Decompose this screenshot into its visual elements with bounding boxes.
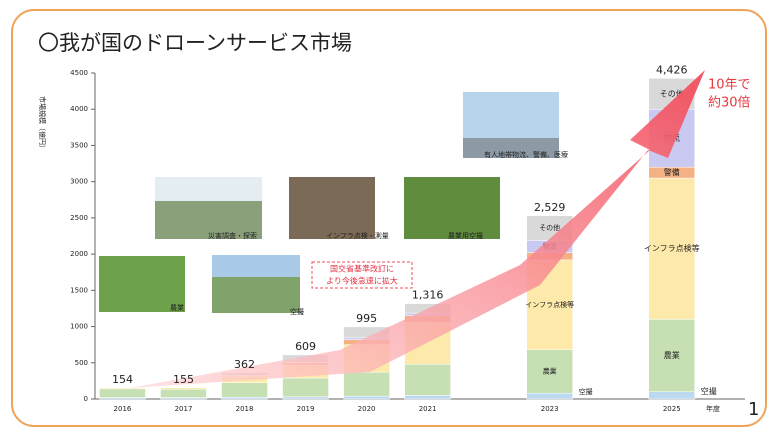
policy-note: より今後急速に拡大 [326,276,398,286]
bar-segment [282,396,329,400]
y-tick-label: 0 [84,395,88,403]
bar-segment [343,395,390,400]
chart-title: 〇我が国のドローンサービス市場 [38,31,352,55]
photo [155,177,262,201]
photo-caption: 災害調査・探索 [208,231,257,240]
total-label: 4,426 [656,63,688,76]
growth-note: 10年で [708,78,751,93]
x-tick-label: 2021 [419,405,437,413]
x-tick-label: 2017 [175,405,193,413]
bar-segment [526,392,573,400]
growth-arrow [130,70,705,388]
bar-segment [160,388,207,398]
y-tick-label: 3000 [70,178,88,186]
y-tick-label: 1500 [70,286,88,294]
y-tick-label: 2500 [70,214,88,222]
photos [99,92,559,313]
photo [463,138,559,158]
bar-segment [526,349,573,394]
y-axis-label: 市場規模（億円） [38,96,47,152]
y-tick-label: 4000 [70,105,88,113]
bar-segment [404,363,451,396]
bar-segment [99,388,146,398]
segment-label: 農業 [543,366,557,375]
total-label: 155 [173,373,194,386]
page-number: 1 [748,399,759,420]
total-label: 154 [112,373,133,386]
bar-segment [160,387,207,390]
bar-segment [648,177,696,320]
segment-label: 空撮 [701,386,717,396]
bar-segment [221,396,268,400]
total-label: 995 [356,312,377,325]
bar-segment [99,387,146,390]
y-tick-label: 2000 [70,250,88,258]
y-tick-label: 500 [75,359,88,367]
photo-caption: 農業用空撮 [448,231,483,240]
segment-label: 空撮 [579,387,593,396]
segment-label: その他 [539,223,560,232]
total-label: 362 [234,358,255,371]
y-tick-label: 1000 [70,323,88,331]
bar-segment [648,391,696,400]
segment-label: インフラ点検等 [525,300,574,309]
x-tick-label: 2016 [114,405,132,413]
total-label: 609 [295,340,316,353]
photo-caption: インフラ点検・測量 [326,231,389,240]
total-label: 2,529 [534,201,566,214]
policy-note: 国交省基準改訂に [330,264,394,274]
photo [212,255,300,277]
segment-label: 農業 [664,350,680,360]
segment-label: 警備 [664,167,680,177]
bar-segment [648,319,696,393]
bar-segment [526,259,573,350]
segment-label: その他 [660,88,684,98]
photo [99,256,185,312]
bar-segment [343,371,390,397]
photo [289,177,375,239]
x-tick-label: 2020 [358,405,376,413]
growth-note: 約30倍 [708,96,751,111]
segment-label: インフラ点検等 [644,243,700,253]
total-label: 1,316 [412,289,444,302]
x-tick-label: 2019 [297,405,315,413]
x-unit: 年度 [706,404,720,413]
x-tick-label: 2025 [663,405,681,413]
photo [404,177,500,239]
bar-segment [404,395,451,400]
bar-segment [221,382,268,398]
policy-box [311,261,413,289]
bar-segment [282,377,329,398]
x-tick-label: 2018 [236,405,254,413]
frame [11,9,767,427]
photo-caption: 空撮 [290,307,304,316]
photo-caption: 有人地帯物流、警備、医療 [484,150,568,159]
y-tick-label: 4500 [70,69,88,77]
photo-caption: 農業 [170,303,184,312]
y-tick-label: 3500 [70,141,88,149]
x-tick-label: 2023 [541,405,559,413]
